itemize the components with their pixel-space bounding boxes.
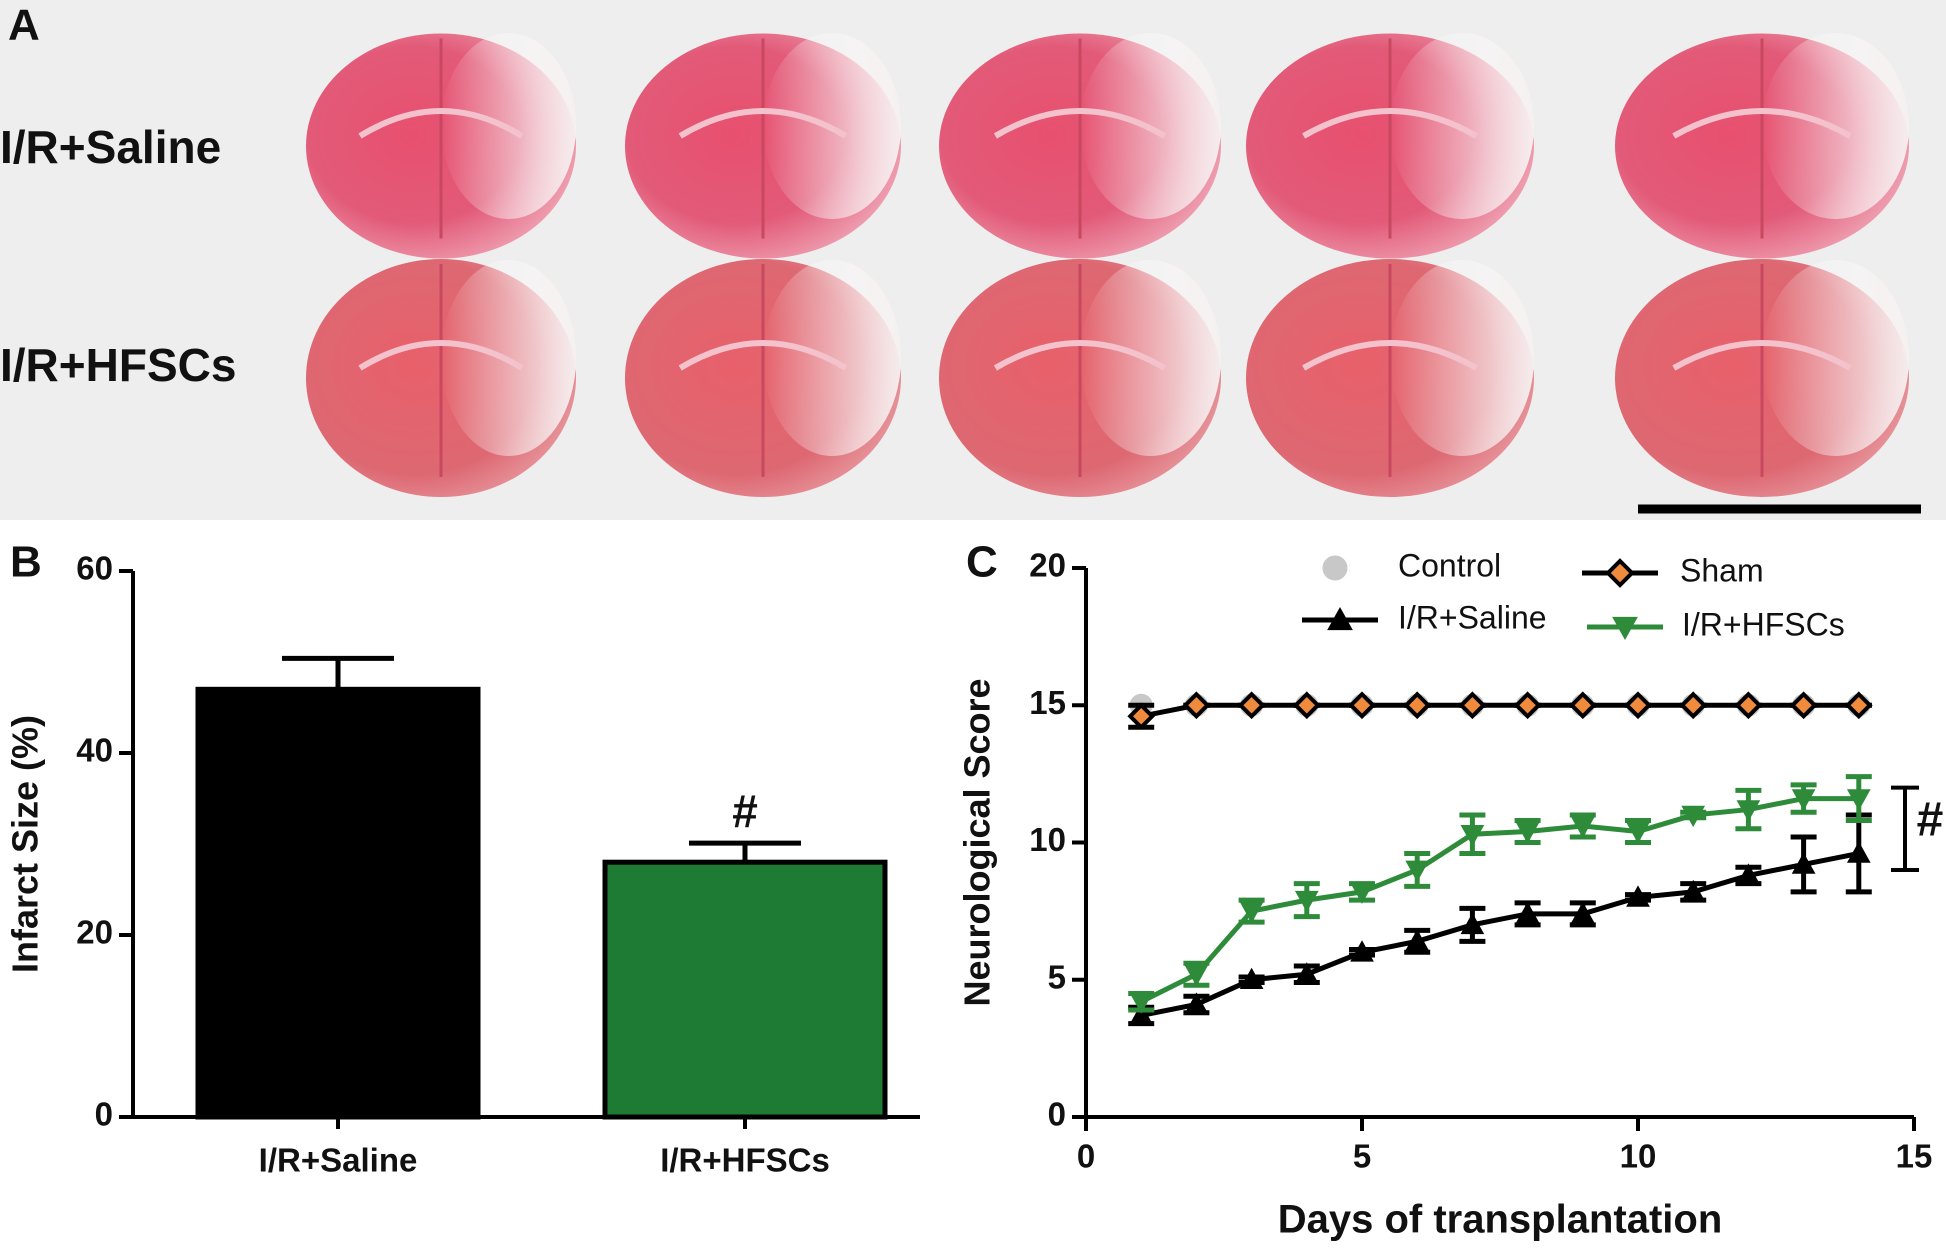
marker [1348,691,1376,720]
marker [1327,606,1353,631]
x-tick-label: 15 [1896,1138,1933,1175]
marker [1403,691,1432,720]
y-tick-label: 15 [1029,684,1066,721]
y-tick-label: 20 [76,914,113,951]
x-tick-label: 0 [1077,1138,1095,1175]
annotation: # [1917,793,1944,846]
marker [1570,816,1595,839]
marker [1626,822,1650,844]
marker [1460,824,1485,847]
y-tick-label: 60 [76,550,113,587]
ventricle [1302,340,1478,371]
ventricle [678,108,848,139]
ventricle [1302,108,1478,139]
marker [1612,616,1638,641]
marker [1237,691,1266,720]
ventricle [1672,108,1852,139]
marker [1239,901,1264,924]
legend-label: I/R+HFSCs [1682,606,1845,642]
y-axis-label: Infarct Size (%) [5,715,46,973]
bar [602,859,888,1120]
panel-label: B [10,538,42,587]
y-tick-label: 20 [1029,547,1066,584]
marker [1184,992,1209,1014]
marker [1846,789,1871,811]
marker [1679,691,1708,720]
marker [1458,691,1487,720]
marker [1681,879,1706,902]
marker [1791,789,1816,811]
marker [1350,940,1374,962]
marker [1736,800,1761,822]
marker [1460,912,1485,935]
marker [1791,852,1816,874]
marker [1129,992,1154,1014]
marker [1570,901,1595,924]
x-tick-label: 5 [1353,1138,1371,1175]
marker [1129,1003,1154,1025]
series-line [1140,796,1859,1004]
x-axis-label: Days of transplantation [1278,1198,1723,1242]
marker [1350,882,1374,904]
y-tick-label: 10 [1029,821,1066,858]
y-tick-label: 0 [1048,1096,1066,1133]
marker [1322,555,1348,581]
marker [1568,691,1597,720]
ventricle [993,340,1167,371]
marker [1405,860,1430,882]
marker [1184,964,1209,987]
marker [1846,841,1871,863]
y-tick-label: 5 [1048,958,1066,995]
legend-label: Control [1398,547,1501,583]
x-tick-label: I/R+HFSCs [660,1142,830,1179]
marker [1294,890,1319,913]
y-tick-label: 40 [76,732,113,769]
marker [1681,805,1706,828]
marker [1515,822,1540,844]
marker [1789,691,1818,720]
ventricle [678,340,848,371]
marker [1405,929,1430,951]
ventricle [1672,340,1852,371]
ventricle [358,340,524,371]
legend-label: Sham [1680,552,1764,588]
row-label: I/R+HFSCs [0,339,236,391]
brain-slices [306,32,1909,497]
marker [1292,691,1321,720]
marker [1844,691,1873,720]
x-tick-label: I/R+Saline [259,1142,418,1179]
legend-label: I/R+Saline [1398,599,1547,635]
marker [1515,901,1540,924]
row-label: I/R+Saline [0,121,221,173]
marker [1734,691,1763,720]
y-axis-label: Neurological Score [957,678,998,1006]
marker [1182,691,1211,720]
annotation: # [732,785,758,837]
ventricle [993,108,1167,139]
ventricle [358,108,524,139]
marker [1294,962,1319,984]
marker [1626,885,1650,907]
panel-label: C [966,538,998,587]
marker [1605,558,1635,588]
marker [1513,691,1542,720]
y-tick-label: 0 [95,1096,113,1133]
marker [1624,691,1652,720]
marker [1736,863,1761,885]
bar [195,686,481,1120]
marker [1239,967,1264,990]
x-tick-label: 10 [1620,1138,1657,1175]
marker [1127,702,1156,731]
panel-label: A [8,1,40,50]
